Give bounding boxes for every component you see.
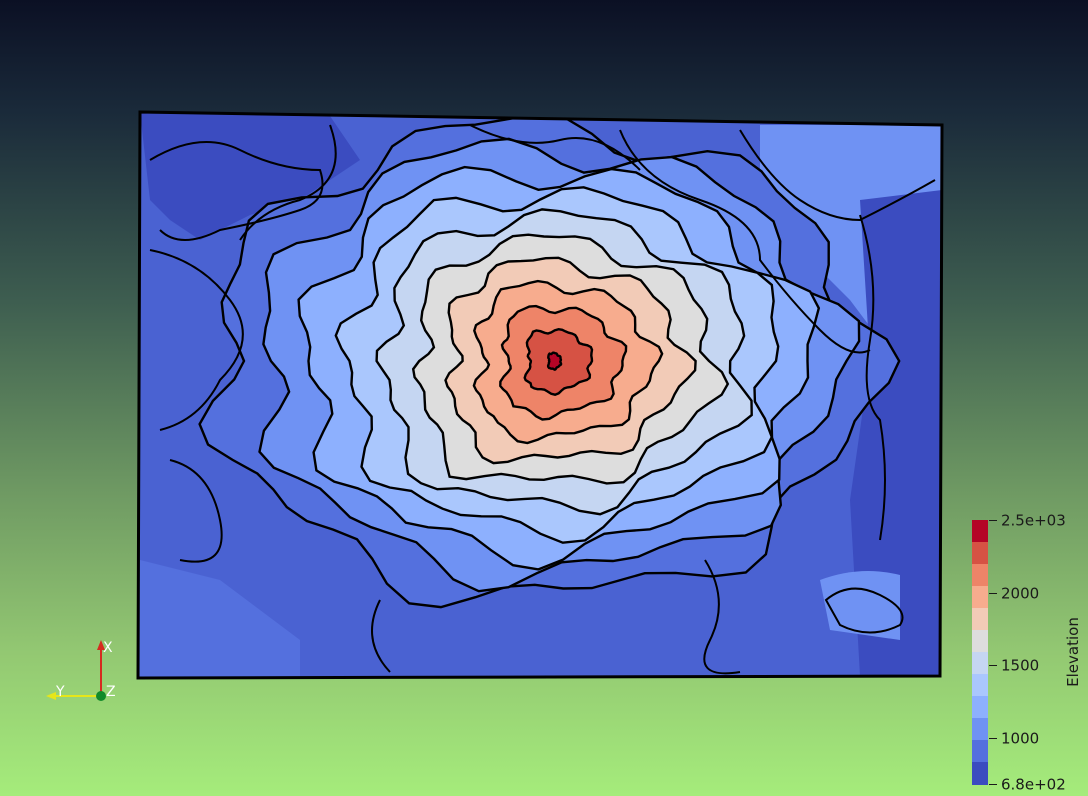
z-axis-dot-icon [96, 691, 106, 701]
colorbar-tick-label: 2000 [1001, 584, 1040, 603]
z-axis-label: Z [106, 684, 116, 700]
colorbar-tick-label: 2.5e+03 [1001, 511, 1066, 530]
colorbar-tick-mark [989, 784, 997, 785]
y-axis-arrow-icon [46, 692, 56, 700]
colorbar-swatch [972, 740, 988, 763]
minor-contour-lines [149, 124, 936, 675]
colorbar-tick-label: 1500 [1001, 656, 1040, 675]
colorbar-swatch [972, 674, 988, 697]
colorbar-swatch [972, 520, 988, 543]
colorbar-swatch [972, 718, 988, 741]
map-border [136, 110, 944, 680]
southeast-hill [820, 571, 900, 640]
colorbar-title: Elevation [1064, 617, 1082, 687]
colorbar-swatch [972, 608, 988, 631]
colorbar-tick-label: 6.8e+02 [1001, 775, 1066, 794]
contour-rings [198, 112, 901, 609]
x-axis-arrow-icon [97, 640, 105, 650]
elevation-colorbar [972, 520, 988, 785]
x-axis-label: X [103, 640, 113, 656]
colorbar-swatch [972, 586, 988, 609]
colorbar-tick-mark [989, 520, 997, 521]
y-axis-label: Y [55, 684, 65, 700]
colorbar-swatch [972, 762, 988, 785]
colorbar-tick-mark [989, 665, 997, 667]
colorbar-tick-label: 1000 [1001, 729, 1040, 748]
colorbar-swatch [972, 630, 988, 653]
elevation-contour-map[interactable] [136, 110, 944, 680]
colorbar-swatch [972, 564, 988, 587]
colorbar-tick-mark [989, 592, 997, 594]
colorbar-tick-mark [989, 737, 997, 739]
colorbar-swatch [972, 652, 988, 675]
colorbar-swatch [972, 542, 988, 565]
contour-ring [546, 351, 563, 371]
northwest-lowland [140, 112, 360, 240]
colorbar-swatch [972, 696, 988, 719]
southwest-lowland [138, 560, 300, 678]
orientation-axes-widget[interactable]: X Y Z [40, 632, 120, 704]
